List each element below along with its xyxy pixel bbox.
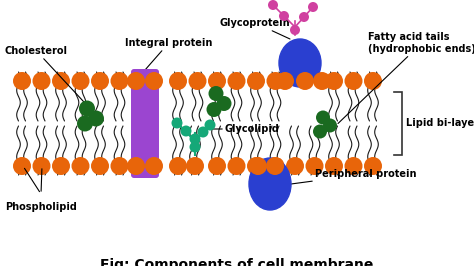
- Circle shape: [266, 72, 284, 90]
- Circle shape: [52, 72, 70, 90]
- Text: Peripheral protein: Peripheral protein: [291, 169, 417, 184]
- FancyBboxPatch shape: [131, 69, 159, 178]
- Circle shape: [33, 72, 51, 90]
- Circle shape: [325, 72, 343, 90]
- Text: Fatty acid tails
(hydrophobic ends): Fatty acid tails (hydrophobic ends): [338, 32, 474, 123]
- Circle shape: [364, 72, 382, 90]
- Ellipse shape: [249, 158, 291, 210]
- Circle shape: [209, 86, 224, 101]
- Circle shape: [323, 118, 337, 132]
- Circle shape: [127, 157, 145, 175]
- Circle shape: [189, 72, 207, 90]
- Text: Glycoprotein: Glycoprotein: [220, 18, 291, 39]
- Circle shape: [345, 72, 363, 90]
- Circle shape: [308, 2, 318, 12]
- Circle shape: [88, 110, 104, 127]
- Circle shape: [279, 11, 289, 21]
- Circle shape: [145, 72, 163, 90]
- Circle shape: [145, 157, 163, 175]
- Circle shape: [127, 72, 145, 90]
- Text: Integral protein: Integral protein: [125, 38, 212, 70]
- Circle shape: [364, 157, 382, 175]
- Circle shape: [190, 142, 201, 152]
- Circle shape: [249, 157, 267, 175]
- Circle shape: [91, 157, 109, 175]
- Circle shape: [72, 157, 90, 175]
- Circle shape: [169, 157, 187, 175]
- Circle shape: [299, 12, 309, 22]
- Text: Fig: Components of cell membrane: Fig: Components of cell membrane: [100, 258, 374, 266]
- Text: Lipid bi-layer: Lipid bi-layer: [406, 118, 474, 128]
- Circle shape: [186, 157, 204, 175]
- Circle shape: [52, 157, 70, 175]
- Circle shape: [91, 72, 109, 90]
- Circle shape: [316, 110, 330, 124]
- Circle shape: [169, 72, 187, 90]
- Circle shape: [247, 157, 265, 175]
- Circle shape: [325, 157, 343, 175]
- Text: Cholesterol: Cholesterol: [5, 46, 90, 109]
- Circle shape: [306, 157, 323, 175]
- Circle shape: [207, 102, 221, 117]
- Circle shape: [228, 72, 246, 90]
- Circle shape: [110, 157, 128, 175]
- Circle shape: [198, 127, 209, 138]
- Circle shape: [190, 134, 201, 144]
- Circle shape: [290, 25, 300, 35]
- Circle shape: [181, 126, 191, 136]
- Circle shape: [276, 72, 294, 90]
- Circle shape: [286, 157, 304, 175]
- Circle shape: [172, 118, 182, 128]
- Circle shape: [313, 72, 331, 90]
- Circle shape: [345, 157, 363, 175]
- Ellipse shape: [279, 39, 321, 87]
- Text: Glycolipid: Glycolipid: [203, 124, 280, 134]
- Circle shape: [313, 124, 327, 139]
- Circle shape: [266, 157, 284, 175]
- Circle shape: [13, 157, 31, 175]
- Circle shape: [266, 157, 284, 175]
- Circle shape: [208, 157, 226, 175]
- Text: Phospholipid: Phospholipid: [5, 202, 77, 212]
- Circle shape: [247, 72, 265, 90]
- Circle shape: [208, 72, 226, 90]
- Circle shape: [228, 157, 246, 175]
- Circle shape: [79, 101, 95, 117]
- Circle shape: [268, 0, 278, 10]
- Circle shape: [296, 72, 314, 90]
- Circle shape: [77, 115, 93, 131]
- Circle shape: [110, 72, 128, 90]
- Circle shape: [204, 119, 216, 131]
- Circle shape: [217, 96, 231, 111]
- Circle shape: [33, 157, 51, 175]
- Circle shape: [13, 72, 31, 90]
- Circle shape: [72, 72, 90, 90]
